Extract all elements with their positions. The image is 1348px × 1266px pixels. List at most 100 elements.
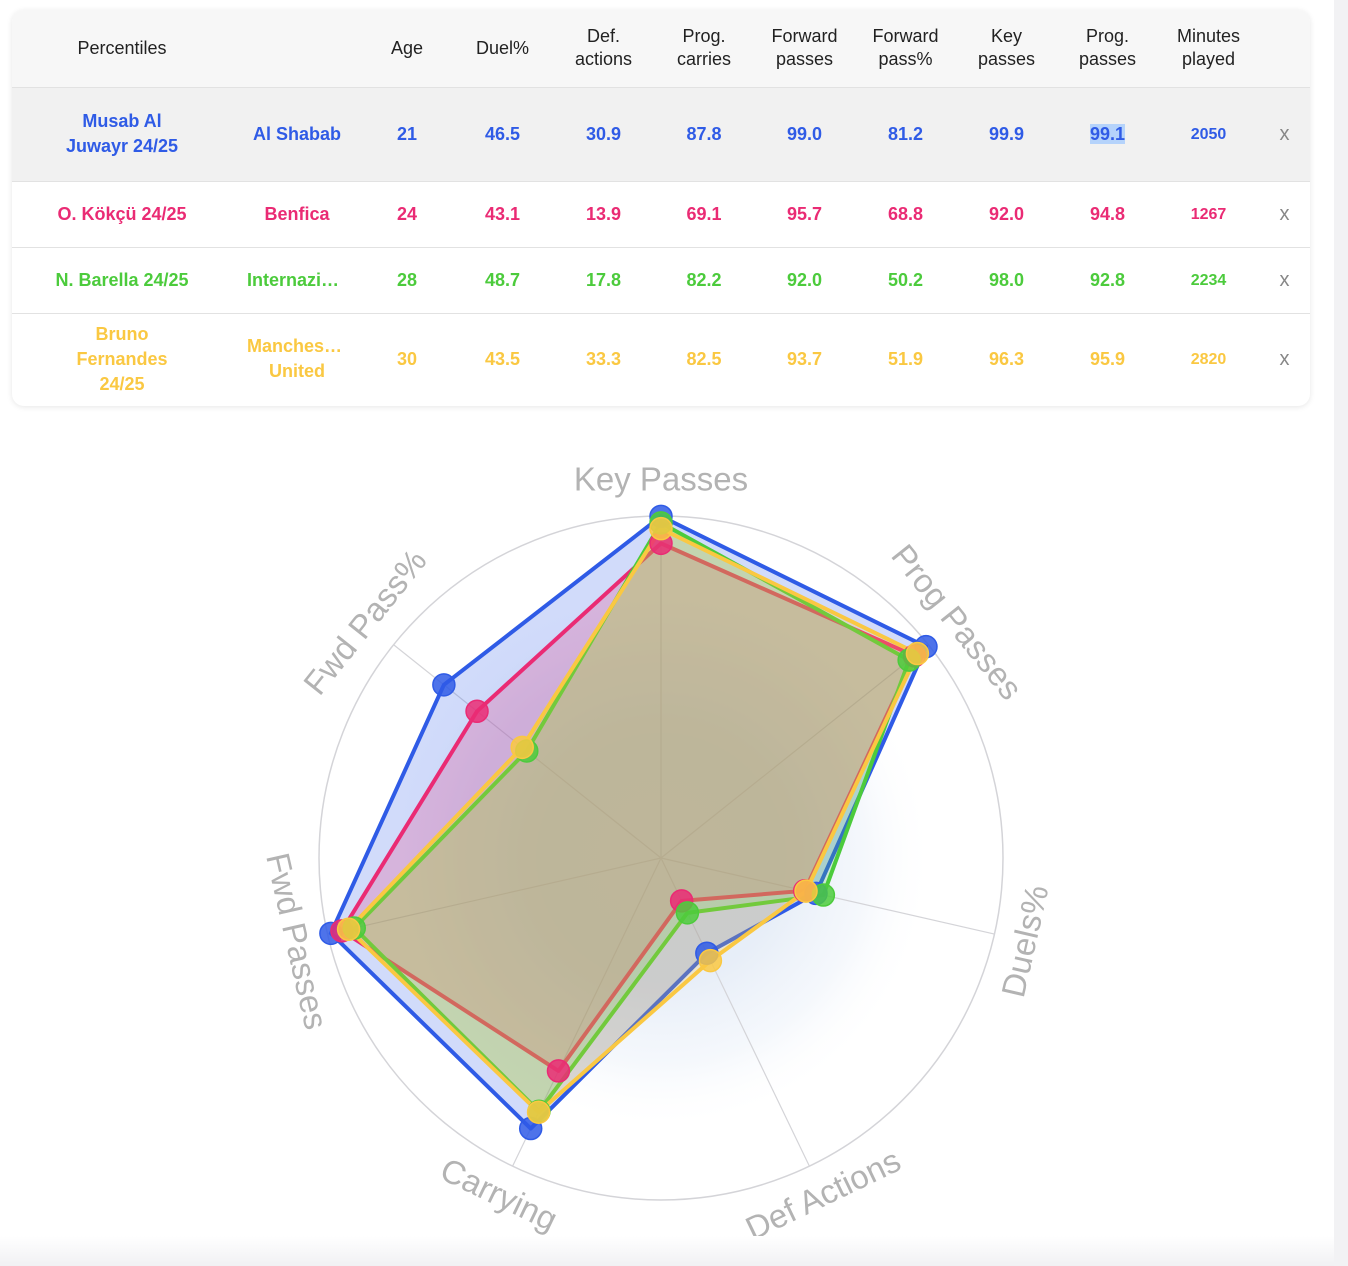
radar-data-point [432, 673, 456, 697]
player-prog-carries: 69.1 [686, 203, 722, 224]
radar-data-point [698, 948, 723, 973]
radar-data-point [794, 879, 818, 903]
header-club [232, 10, 362, 87]
player-age: 30 [396, 348, 418, 369]
player-prog-passes: 92.8 [1089, 269, 1126, 290]
header-label: Key passes [977, 26, 1036, 70]
page-bottom-fade [0, 1236, 1334, 1266]
table-row[interactable]: N. Barella 24/25 Internazionale 28 48.7 … [12, 247, 1310, 313]
remove-player-button[interactable]: x [1279, 202, 1290, 225]
player-forward-passes: 99.0 [786, 123, 823, 144]
header-label: Forward pass% [872, 26, 939, 70]
player-forward-pass-pct: 68.8 [887, 203, 924, 224]
player-name[interactable]: O. Kökçü 24/25 [57, 203, 187, 224]
header-label: Prog. passes [1078, 26, 1137, 70]
remove-player-button[interactable]: x [1279, 268, 1290, 291]
table-row[interactable]: O. Kökçü 24/25 Benfica 24 43.1 13.9 69.1… [12, 181, 1310, 247]
header-label: Percentiles [77, 37, 167, 58]
header-minutes-played: Minutes played [1158, 10, 1259, 87]
player-minutes: 1267 [1190, 205, 1227, 223]
club-label: Benfica [264, 203, 330, 224]
player-minutes: 2050 [1190, 125, 1227, 143]
table-row[interactable]: Musab Al Juwayr 24/25 Al Shabab 21 46.5 … [12, 87, 1310, 181]
player-key-passes: 96.3 [988, 348, 1025, 369]
header-label: Prog. carries [676, 26, 731, 70]
remove-player-button[interactable]: x [1279, 122, 1290, 145]
player-key-passes: 99.9 [988, 123, 1025, 144]
header-forward-passes: Forward passes [754, 10, 855, 87]
club-label: Internazionale [247, 269, 347, 290]
header-prog-carries: Prog. carries [654, 10, 754, 87]
player-forward-pass-pct: 51.9 [887, 348, 924, 369]
player-forward-pass-pct: 81.2 [887, 123, 924, 144]
header-key-passes: Key passes [956, 10, 1057, 87]
scrollbar-track[interactable] [1334, 0, 1348, 1266]
player-def-actions: 17.8 [585, 269, 622, 290]
player-minutes: 2820 [1190, 350, 1227, 368]
player-prog-passes: 99.1 [1057, 87, 1158, 181]
header-percentiles: Percentiles [12, 10, 232, 87]
player-key-passes: 92.0 [988, 203, 1025, 224]
radar-data-point [336, 917, 361, 942]
table-row[interactable]: Bruno Fernandes 24/25 Manchester United … [12, 313, 1310, 405]
player-forward-passes: 92.0 [786, 269, 823, 290]
player-prog-carries: 82.5 [686, 348, 722, 369]
player-prog-passes: 94.8 [1089, 203, 1126, 224]
header-duel: Duel% [452, 10, 553, 87]
player-prog-carries: 82.2 [686, 269, 722, 290]
remove-player-button[interactable]: x [1279, 347, 1290, 370]
player-duel: 43.1 [484, 203, 521, 224]
header-label: Forward passes [771, 26, 838, 70]
selected-text: 99.1 [1089, 123, 1126, 144]
player-age: 28 [396, 269, 418, 290]
club-label: Al Shabab [252, 123, 341, 144]
radar-data-point [905, 641, 930, 666]
player-forward-pass-pct: 50.2 [887, 269, 924, 290]
player-age: 21 [396, 123, 418, 144]
player-duel: 46.5 [484, 123, 521, 144]
comparison-table: Percentiles Age Duel% Def. actions Prog.… [12, 10, 1310, 405]
radar-data-point [546, 1059, 571, 1083]
radar-axis-label: Key Passes [574, 461, 748, 498]
player-name[interactable]: Musab Al Juwayr 24/25 [65, 111, 179, 156]
radar-data-point [675, 901, 700, 925]
player-club: Al Shabab [232, 87, 362, 181]
player-name[interactable]: Bruno Fernandes 24/25 [76, 323, 168, 394]
club-label-line2: United [269, 361, 325, 382]
club-label: Manchester [247, 336, 347, 357]
table-header-row: Percentiles Age Duel% Def. actions Prog.… [12, 10, 1310, 87]
header-forward-pass-pct: Forward pass% [855, 10, 956, 87]
header-def-actions: Def. actions [553, 10, 654, 87]
header-label: Minutes played [1176, 26, 1241, 70]
player-name[interactable]: N. Barella 24/25 [55, 269, 189, 290]
radar-data-point [526, 1100, 551, 1124]
header-label: Age [390, 37, 424, 58]
header-remove [1259, 10, 1310, 87]
radar-series-area [346, 526, 920, 1115]
player-duel: 43.5 [484, 348, 521, 369]
player-def-actions: 33.3 [585, 348, 622, 369]
player-club: Benfica [232, 181, 362, 247]
player-forward-passes: 95.7 [786, 203, 823, 224]
player-duel: 48.7 [484, 269, 521, 290]
radar-spoke [327, 857, 662, 935]
player-prog-carries: 87.8 [686, 123, 722, 144]
header-age: Age [362, 10, 452, 87]
player-club: Manchester United [232, 313, 362, 405]
player-forward-passes: 93.7 [786, 348, 823, 369]
radar-axis-label: Duels% [994, 881, 1055, 1000]
player-club: Internazionale [232, 247, 362, 313]
player-key-passes: 98.0 [988, 269, 1025, 290]
radar-data-point [649, 516, 673, 541]
radar-data-point [465, 699, 489, 724]
player-prog-passes: 95.9 [1089, 348, 1126, 369]
player-def-actions: 13.9 [585, 203, 622, 224]
player-def-actions: 30.9 [585, 123, 622, 144]
header-label: Duel% [475, 37, 530, 58]
comparison-table-card: Percentiles Age Duel% Def. actions Prog.… [12, 10, 1310, 406]
radar-spoke [660, 644, 929, 859]
player-minutes: 2234 [1190, 271, 1227, 289]
player-age: 24 [396, 203, 418, 224]
radar-data-point [510, 735, 534, 760]
